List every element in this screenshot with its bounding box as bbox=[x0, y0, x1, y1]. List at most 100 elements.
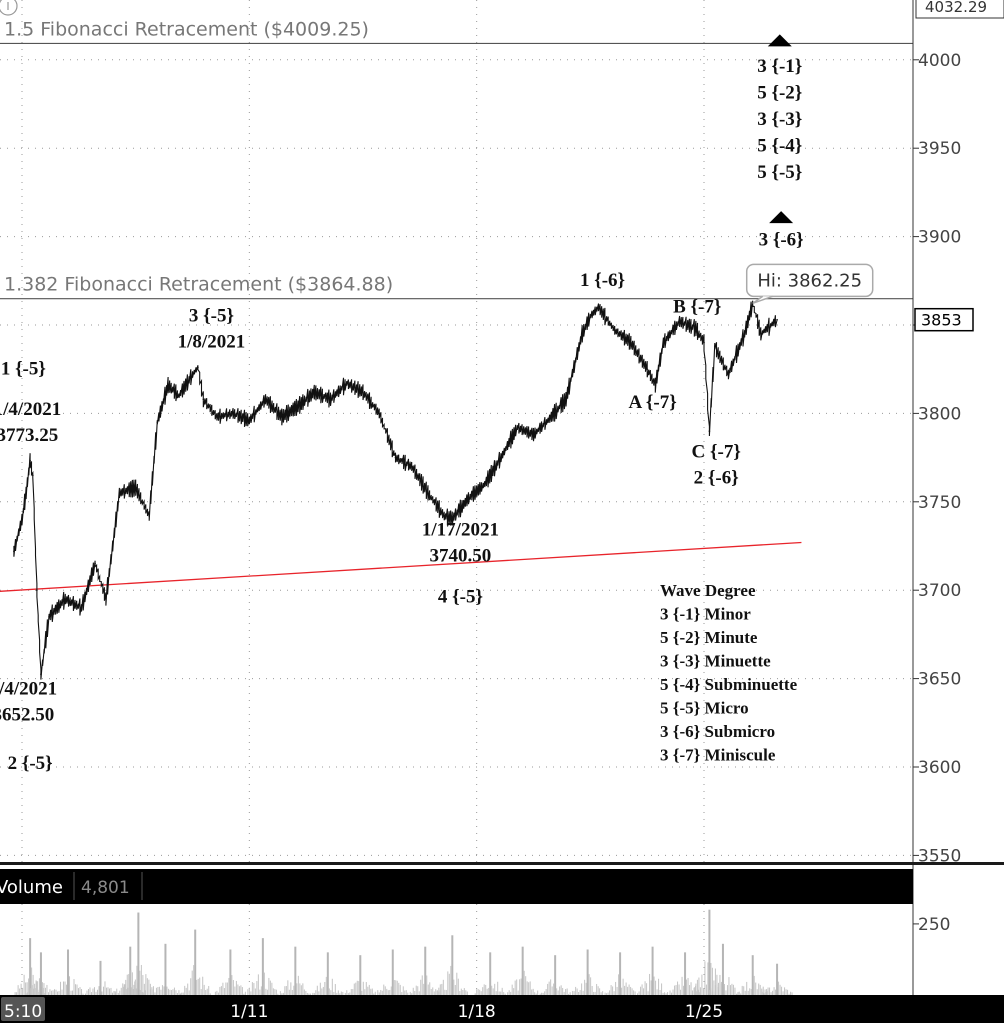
price-point bbox=[760, 333, 762, 335]
volume-bar bbox=[503, 992, 505, 995]
wave-stack-label: 3 {-1} bbox=[757, 56, 802, 77]
volume-bar bbox=[365, 982, 367, 995]
volume-bar bbox=[135, 988, 137, 995]
volume-bar bbox=[460, 988, 462, 995]
volume-bar bbox=[353, 983, 355, 995]
volume-bar bbox=[253, 982, 255, 995]
volume-bar bbox=[244, 991, 246, 995]
volume-bar bbox=[140, 990, 142, 995]
volume-bar bbox=[791, 992, 793, 995]
volume-bar bbox=[705, 984, 707, 995]
legend-item: 5 {-4} Subminuette bbox=[660, 675, 798, 694]
volume-bar bbox=[202, 976, 204, 995]
volume-bar bbox=[483, 984, 485, 995]
volume-bar bbox=[696, 979, 698, 995]
volume-bar bbox=[763, 992, 765, 995]
price-point bbox=[565, 398, 567, 401]
volume-bar bbox=[662, 992, 664, 995]
volume-bar bbox=[72, 990, 74, 995]
volume-bar bbox=[131, 987, 133, 995]
volume-bar bbox=[435, 989, 437, 995]
volume-bar bbox=[616, 986, 618, 995]
wave-label: B {-7} bbox=[673, 297, 721, 318]
volume-bar bbox=[525, 976, 527, 995]
volume-bar bbox=[340, 991, 342, 995]
volume-bar bbox=[373, 993, 375, 995]
volume-bar bbox=[638, 991, 640, 995]
price-point bbox=[532, 433, 535, 436]
volume-bar bbox=[134, 981, 136, 995]
volume-bar bbox=[491, 985, 493, 995]
volume-bar bbox=[497, 981, 499, 995]
volume-bar bbox=[647, 991, 649, 995]
volume-bar bbox=[256, 981, 258, 995]
volume-bar bbox=[143, 992, 145, 995]
volume-bar bbox=[199, 977, 201, 995]
volume-bar bbox=[302, 983, 304, 995]
volume-bar bbox=[563, 991, 565, 995]
trendline[interactable] bbox=[0, 541, 802, 592]
volume-bar bbox=[126, 974, 128, 995]
volume-bar bbox=[355, 982, 357, 995]
y-tick-label: 3600 bbox=[918, 758, 961, 778]
volume-bar bbox=[622, 978, 624, 995]
info-icon[interactable] bbox=[0, 0, 18, 16]
volume-bar bbox=[396, 980, 398, 995]
volume-bar bbox=[34, 988, 36, 995]
volume-bar bbox=[716, 984, 718, 995]
top-value-box: 4032.29 bbox=[915, 0, 1004, 19]
volume-bar bbox=[61, 989, 63, 995]
volume-bar bbox=[758, 983, 760, 995]
volume-bar bbox=[75, 984, 77, 995]
volume-bar bbox=[305, 990, 307, 995]
wave-label: 1/4/2021 bbox=[0, 399, 61, 420]
volume-bar bbox=[581, 983, 583, 995]
price-axis-background bbox=[913, 0, 1004, 1023]
price-point bbox=[118, 492, 121, 494]
volume-bar bbox=[123, 984, 125, 995]
volume-bar bbox=[411, 993, 413, 995]
volume-bar bbox=[110, 987, 112, 995]
volume-bar bbox=[433, 991, 435, 995]
price-point bbox=[345, 382, 348, 385]
pane-divider[interactable] bbox=[0, 862, 913, 865]
volume-bar bbox=[58, 990, 60, 995]
volume-bar bbox=[672, 989, 674, 995]
volume-bar bbox=[447, 971, 449, 995]
volume-bar bbox=[508, 990, 510, 995]
volume-bar bbox=[559, 986, 561, 995]
price-point bbox=[191, 373, 194, 376]
volume-bar bbox=[374, 991, 376, 995]
volume-bar bbox=[528, 982, 530, 995]
volume-bar bbox=[370, 988, 372, 995]
volume-bar bbox=[529, 981, 531, 995]
volume-bar bbox=[751, 955, 754, 995]
volume-bar bbox=[575, 986, 577, 995]
volume-bar bbox=[79, 987, 81, 995]
volume-bar bbox=[519, 979, 521, 995]
volume-bar bbox=[535, 993, 537, 995]
volume-bar bbox=[89, 987, 91, 995]
volume-bar bbox=[235, 980, 237, 995]
volume-bar bbox=[586, 949, 589, 995]
volume-bar bbox=[309, 993, 311, 995]
volume-bar bbox=[562, 987, 564, 995]
volume-bar bbox=[229, 949, 232, 995]
volume-bar bbox=[47, 992, 49, 995]
volume-bar bbox=[161, 985, 163, 995]
volume-bar bbox=[531, 989, 533, 995]
volume-bar bbox=[157, 986, 159, 995]
volume-bar bbox=[69, 976, 71, 995]
price-point bbox=[443, 515, 445, 517]
volume-bar bbox=[463, 988, 465, 995]
volume-bar bbox=[539, 993, 541, 995]
volume-bar bbox=[788, 993, 790, 995]
volume-bar bbox=[275, 989, 277, 995]
volume-bar bbox=[152, 986, 154, 995]
volume-bar bbox=[687, 977, 689, 995]
volume-bar bbox=[412, 987, 414, 995]
y-tick-label: 3750 bbox=[918, 493, 961, 513]
volume-bar bbox=[383, 984, 385, 995]
volume-bar bbox=[73, 979, 75, 995]
volume-bar bbox=[520, 978, 522, 995]
